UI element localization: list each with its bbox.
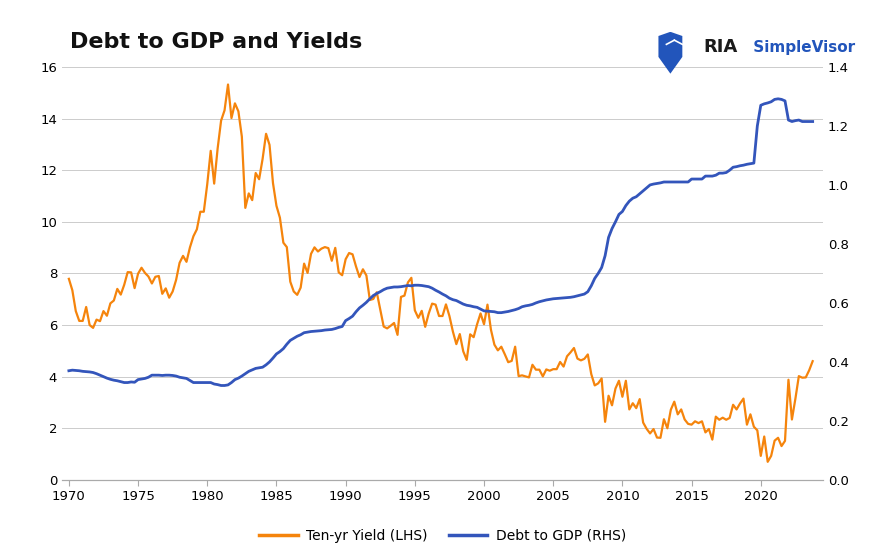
- Polygon shape: [658, 32, 682, 74]
- Text: SimpleVisor: SimpleVisor: [748, 40, 855, 55]
- Text: RIA: RIA: [704, 39, 738, 56]
- Text: Debt to GDP and Yields: Debt to GDP and Yields: [70, 31, 362, 51]
- Legend: Ten-yr Yield (LHS), Debt to GDP (RHS): Ten-yr Yield (LHS), Debt to GDP (RHS): [253, 523, 632, 549]
